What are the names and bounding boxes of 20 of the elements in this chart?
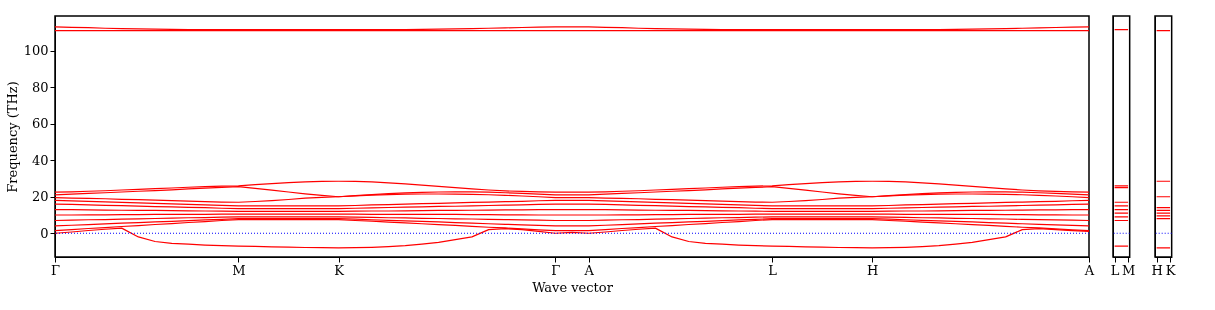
x-tick-label: A: [1083, 262, 1095, 278]
x-tick-label: L: [1110, 262, 1120, 278]
x-tick-label: H: [1151, 262, 1163, 278]
y-axis-title: Frequency (THz): [4, 81, 20, 193]
y-tick-label: 80: [31, 79, 49, 95]
y-tick-label: 20: [31, 189, 49, 205]
x-tick-label: H: [867, 262, 879, 278]
x-tick-label: Γ: [50, 262, 61, 278]
y-tick-label: 0: [40, 225, 49, 241]
x-tick-label: K: [1165, 262, 1176, 278]
x-tick-label: M: [232, 262, 246, 278]
y-tick-label: 60: [31, 116, 49, 132]
x-tick-label: L: [768, 262, 778, 278]
x-tick-label: Γ: [551, 262, 561, 278]
x-axis-title: Wave vector: [532, 279, 614, 295]
y-tick-label: 40: [31, 152, 49, 168]
x-tick-label: M: [1121, 262, 1136, 278]
y-tick-label: 100: [23, 43, 49, 59]
x-tick-label: K: [334, 262, 345, 278]
x-tick-label: A: [583, 262, 595, 278]
